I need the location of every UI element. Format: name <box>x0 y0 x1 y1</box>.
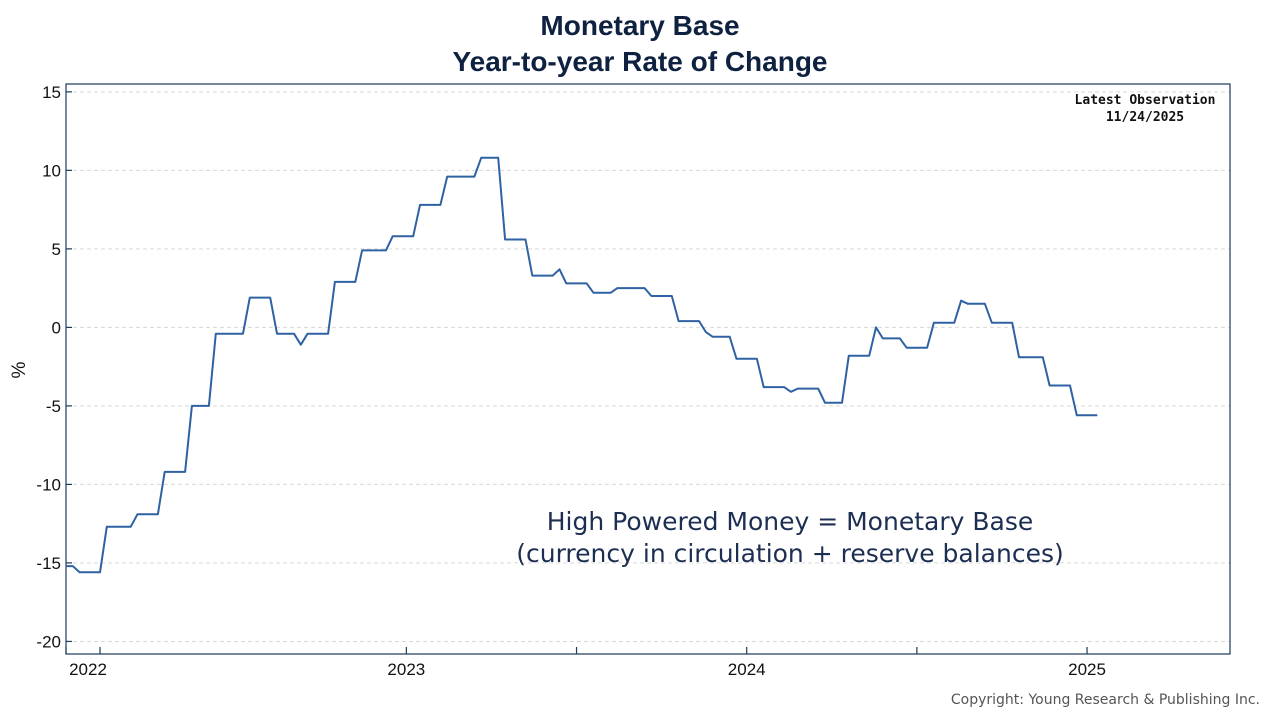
chart-title-line-2: Year-to-year Rate of Change <box>453 46 828 77</box>
y-tick-label: 5 <box>52 240 61 259</box>
y-tick-label: 15 <box>42 83 61 102</box>
gridlines <box>66 91 1230 642</box>
x-axis-ticks: 2022 2023 2024 2025 <box>65 647 1106 679</box>
latest-observation-date: 11/24/2025 <box>1106 110 1184 125</box>
annotation-line-2: (currency in circulation + reserve balan… <box>516 539 1064 568</box>
x-tick-label: 2023 <box>387 660 425 679</box>
x-tick-label: 2022 <box>69 660 107 679</box>
y-axis-ticks: 15 10 5 0 -5 -10 -15 -20 <box>36 83 72 651</box>
plot-frame <box>65 83 1231 655</box>
series-line-monetary-base <box>66 156 1098 574</box>
y-tick-label: -10 <box>36 475 61 494</box>
y-tick-label: 10 <box>42 161 61 180</box>
x-tick-label: 2024 <box>728 660 766 679</box>
y-tick-label: -5 <box>46 397 61 416</box>
latest-observation-label: Latest Observation <box>1075 93 1216 108</box>
y-tick-label: 0 <box>52 318 61 337</box>
copyright-notice: Copyright: Young Research & Publishing I… <box>951 692 1260 708</box>
annotation-line-1: High Powered Money = Monetary Base <box>547 507 1033 536</box>
y-axis-label: % <box>9 361 30 378</box>
x-tick-label: 2025 <box>1068 660 1106 679</box>
chart-title-line-1: Monetary Base <box>540 10 739 41</box>
y-tick-label: -15 <box>36 554 61 573</box>
y-tick-label: -20 <box>36 632 61 651</box>
